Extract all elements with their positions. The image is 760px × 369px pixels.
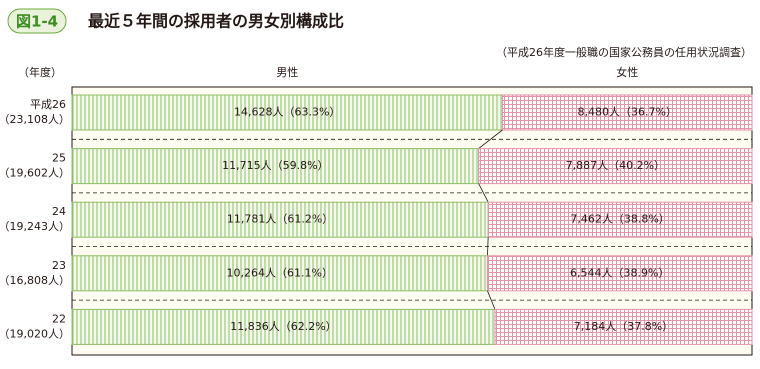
bar-segment: [71, 308, 496, 345]
category-label: 22: [52, 312, 66, 325]
data-label: 6,544人（38.9%）: [570, 266, 669, 279]
data-label: 10,264人（61.1%）: [227, 266, 333, 279]
chart-title: 最近５年間の採用者の男女別構成比: [88, 12, 344, 31]
category-sublabel: （23,108人）: [0, 113, 70, 126]
data-label: 11,715人（59.8%）: [222, 159, 328, 172]
data-label: 11,781人（61.2%）: [227, 213, 333, 226]
category-label: 24: [52, 205, 66, 218]
bar-segment: [71, 94, 503, 131]
data-label: 11,836人（62.2%）: [230, 320, 336, 333]
legend-label: 女性: [616, 65, 638, 79]
legend-label: 男性: [276, 65, 298, 79]
data-label: 8,480人（36.7%）: [578, 106, 677, 119]
figure-badge: [7, 8, 67, 34]
category-sublabel: （19,020人）: [0, 327, 70, 340]
bar-segment: [494, 308, 753, 345]
connector: [478, 129, 503, 149]
data-label: 7,887人（40.2%）: [566, 159, 665, 172]
category-sublabel: （19,602人）: [0, 167, 70, 180]
category-sublabel: （16,808人）: [0, 274, 70, 287]
figure-label: 図1-4: [16, 13, 58, 31]
category-label: 23: [52, 259, 66, 272]
bar-segment: [71, 201, 489, 238]
bar-segment: [478, 148, 753, 185]
axis-label: （年度）: [18, 65, 62, 79]
category-label: 25: [52, 152, 66, 165]
data-label: 7,184人（37.8%）: [574, 320, 673, 333]
category-label: 平成26: [30, 98, 66, 111]
category-sublabel: （19,243人）: [0, 220, 70, 233]
data-label: 14,628人（63.3%）: [234, 106, 340, 119]
bar-segment: [71, 255, 488, 292]
bar-segment: [486, 255, 753, 292]
connector: [487, 237, 489, 256]
bar-segment: [71, 148, 480, 185]
bar-segment: [501, 94, 753, 131]
connector: [478, 183, 489, 203]
source-note: （平成26年度一般職の国家公務員の任用状況調査）: [496, 45, 752, 59]
connector: [487, 290, 496, 310]
data-label: 7,462人（38.8%）: [570, 213, 669, 226]
bar-segment: [487, 201, 753, 238]
